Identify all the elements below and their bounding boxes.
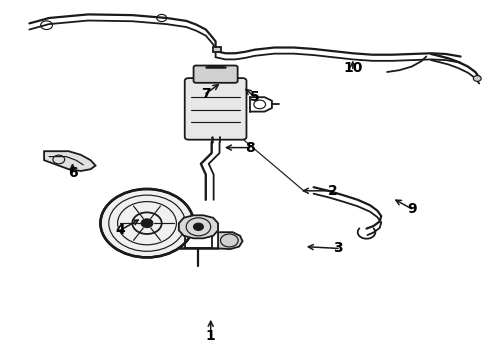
Text: 1: 1 [206, 329, 216, 342]
FancyBboxPatch shape [185, 78, 246, 140]
Polygon shape [213, 47, 220, 52]
Text: 3: 3 [333, 242, 343, 255]
Circle shape [100, 189, 194, 257]
Polygon shape [179, 215, 218, 238]
Text: 10: 10 [343, 62, 363, 75]
Text: 9: 9 [407, 202, 416, 216]
FancyBboxPatch shape [194, 66, 238, 83]
Text: 4: 4 [115, 224, 125, 237]
Text: 2: 2 [328, 184, 338, 198]
Circle shape [194, 223, 203, 230]
Text: 7: 7 [201, 87, 211, 100]
Circle shape [473, 76, 481, 81]
Text: 5: 5 [250, 90, 260, 104]
Text: 6: 6 [68, 166, 77, 180]
Polygon shape [44, 151, 96, 171]
Polygon shape [218, 232, 243, 249]
Text: 8: 8 [245, 141, 255, 154]
Circle shape [141, 219, 153, 228]
